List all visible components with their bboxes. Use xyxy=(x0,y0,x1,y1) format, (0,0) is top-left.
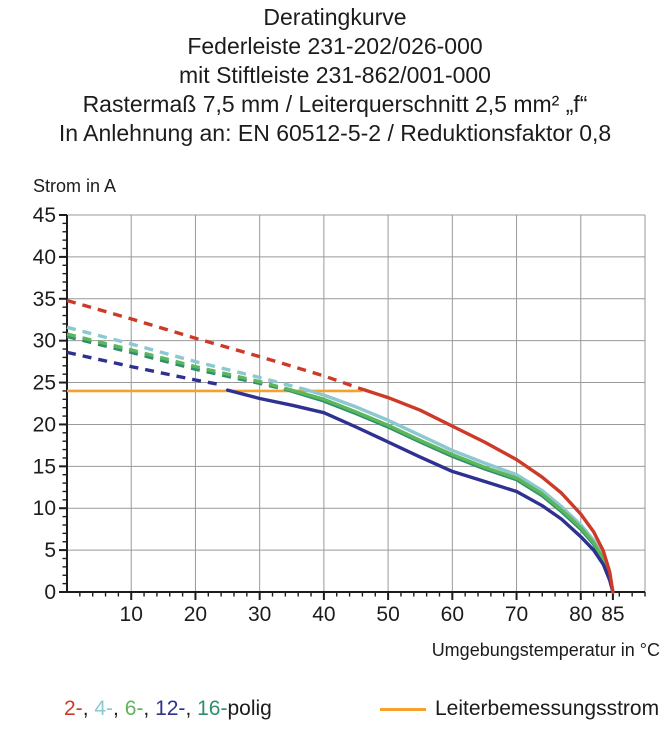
legend-item-16-polig: 16- xyxy=(197,697,228,720)
series-4-polig xyxy=(66,325,615,594)
title-line-1: Deratingkurve xyxy=(263,4,407,30)
svg-text:80: 80 xyxy=(569,603,592,626)
series-6-polig xyxy=(66,332,615,594)
rated-current-line-swatch xyxy=(380,707,426,711)
svg-text:20: 20 xyxy=(184,603,207,626)
rated-current-label: Leiterbemessungsstrom xyxy=(435,697,660,720)
svg-text:10: 10 xyxy=(120,603,143,626)
title-line-5: In Anlehnung an: EN 60512-5-2 / Reduktio… xyxy=(58,120,612,146)
title-line-3: mit Stiftleiste 231-862/001-000 xyxy=(179,62,491,88)
series-12-polig xyxy=(66,350,615,594)
legend-item-2-polig: 2- xyxy=(64,697,83,720)
legend-item-12-polig: 12- xyxy=(155,697,186,720)
svg-text:25: 25 xyxy=(33,372,56,395)
y-axis-title: Strom in A xyxy=(33,176,117,196)
title-line-2: Federleiste 231-202/026-000 xyxy=(187,33,483,59)
svg-text:5: 5 xyxy=(44,539,56,562)
ticks xyxy=(59,214,646,600)
title-line-4: Rastermaß 7,5 mm / Leiterquerschnitt 2,5… xyxy=(82,91,588,117)
svg-text:35: 35 xyxy=(33,288,56,311)
svg-text:50: 50 xyxy=(376,603,399,626)
rated-current-legend: Leiterbemessungsstrom xyxy=(380,697,659,721)
svg-text:20: 20 xyxy=(33,413,56,436)
svg-text:10: 10 xyxy=(33,497,56,520)
svg-text:40: 40 xyxy=(312,603,335,626)
svg-text:30: 30 xyxy=(33,330,56,353)
series-16-polig xyxy=(66,334,615,594)
grid xyxy=(67,214,646,592)
y-tick-labels: 0 5 10 15 20 25 30 35 40 45 xyxy=(33,204,56,604)
svg-text:85: 85 xyxy=(601,603,624,626)
legend-item-6-polig: 6- xyxy=(124,697,144,720)
poles-legend: 2-, 4-, 6-, 12-, 16-polig xyxy=(64,697,272,720)
svg-text:45: 45 xyxy=(33,204,56,227)
svg-text:30: 30 xyxy=(248,603,271,626)
svg-text:40: 40 xyxy=(33,246,56,269)
title-block: Deratingkurve Federleiste 231-202/026-00… xyxy=(0,3,670,148)
derating-chart: 10 20 30 40 50 60 70 80 85 0 5 10 15 20 25 30 35 40 45 xyxy=(33,204,646,626)
x-axis-title: Umgebungstemperatur in °C xyxy=(431,640,660,660)
legend-suffix: polig xyxy=(227,697,272,720)
svg-text:0: 0 xyxy=(44,581,56,604)
svg-text:60: 60 xyxy=(441,603,464,626)
svg-text:15: 15 xyxy=(33,455,56,478)
legend-item-4-polig: 4- xyxy=(94,697,114,720)
axes xyxy=(66,215,645,593)
svg-text:70: 70 xyxy=(505,603,528,626)
series-2-polig xyxy=(66,298,615,594)
x-tick-labels: 10 20 30 40 50 60 70 80 85 xyxy=(120,603,625,626)
